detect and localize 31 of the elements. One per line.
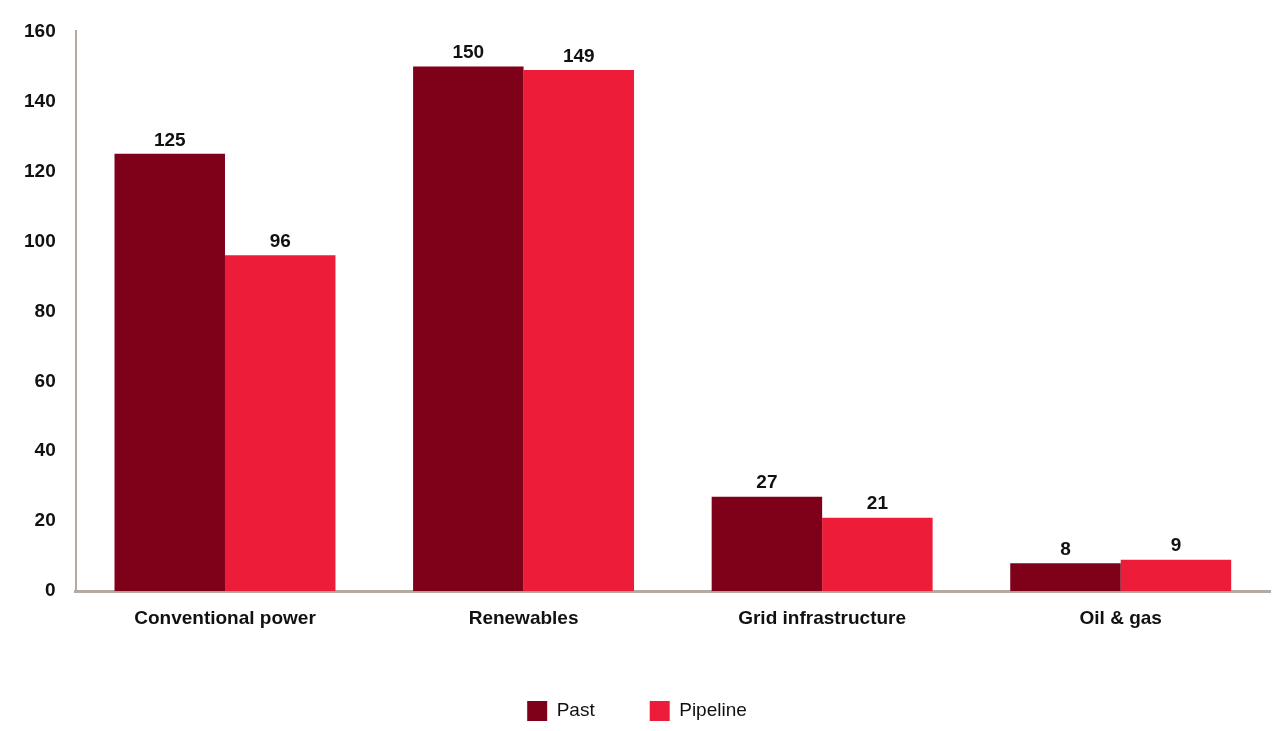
y-tick-label: 120 (24, 159, 56, 181)
x-tick-label: Conventional power (134, 606, 317, 628)
bar (822, 517, 933, 592)
legend-label: Pipeline (679, 699, 747, 721)
data-label: 8 (1060, 537, 1071, 559)
x-tick-label: Oil & gas (1079, 606, 1162, 628)
y-tick-label: 160 (24, 19, 56, 41)
legend-label: Past (556, 699, 596, 721)
y-tick-label: 100 (24, 229, 56, 251)
data-label: 150 (452, 41, 485, 63)
x-tick-label: Grid infrastructure (738, 606, 907, 628)
y-tick-label: 80 (34, 299, 56, 321)
bar (1120, 559, 1232, 592)
y-tick-label: 140 (24, 89, 56, 111)
bar (224, 255, 336, 592)
y-tick-label: 40 (34, 439, 56, 461)
y-tick-label: 0 (45, 579, 56, 601)
data-label: 149 (562, 44, 595, 66)
data-label: 9 (1170, 534, 1182, 556)
bar (413, 66, 524, 592)
bar (114, 153, 225, 592)
data-label: 96 (269, 230, 291, 252)
data-label: 27 (756, 471, 778, 493)
y-tick-label: 60 (34, 369, 56, 391)
x-tick-label: Renewables (468, 606, 579, 628)
data-label: 125 (153, 128, 187, 150)
bar (1010, 563, 1121, 592)
data-label: 21 (866, 492, 889, 514)
y-tick-label: 20 (34, 509, 56, 531)
bar (523, 69, 635, 592)
bar (711, 496, 823, 592)
